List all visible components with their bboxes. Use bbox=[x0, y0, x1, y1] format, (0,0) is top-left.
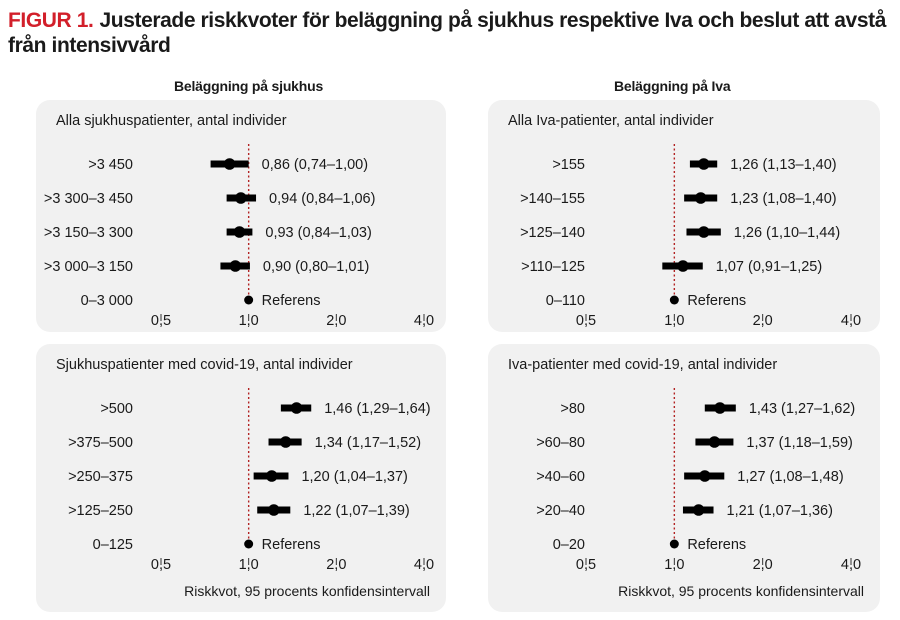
row-label: >20–40 bbox=[536, 503, 585, 519]
row-label: >3 450 bbox=[88, 157, 133, 173]
hr-point bbox=[229, 260, 242, 272]
value-label: Referens bbox=[262, 293, 321, 309]
value-label: 0,90 (0,80–1,01) bbox=[263, 259, 369, 275]
x-tick-label: 0,5 bbox=[576, 557, 596, 573]
forest-plot-icu-covid: Iva-patienter med covid-19, antal indivi… bbox=[508, 357, 864, 599]
value-label: 1,46 (1,29–1,64) bbox=[324, 401, 430, 417]
x-tick-label: 2,0 bbox=[326, 557, 346, 573]
column-title-right: Beläggning på Iva bbox=[614, 78, 731, 94]
row-label: >60–80 bbox=[536, 435, 585, 451]
value-label: 1,22 (1,07–1,39) bbox=[303, 503, 409, 519]
hr-point bbox=[244, 295, 254, 305]
hr-point bbox=[697, 226, 710, 238]
value-label: 1,26 (1,10–1,44) bbox=[734, 225, 840, 241]
hr-point bbox=[223, 158, 236, 170]
column-title-left: Beläggning på sjukhus bbox=[174, 78, 324, 94]
x-tick-label: 4,0 bbox=[841, 557, 861, 573]
value-label: Referens bbox=[687, 293, 746, 309]
hr-point bbox=[233, 226, 246, 238]
x-tick-label: 0,5 bbox=[151, 313, 171, 329]
value-label: 1,07 (0,91–1,25) bbox=[716, 259, 822, 275]
forest-plot-hospital-all: Alla sjukhuspatienter, antal individer >3… bbox=[44, 113, 434, 329]
row-label: >125–140 bbox=[520, 225, 585, 241]
row-label: 0–3 000 bbox=[81, 293, 133, 309]
hr-point bbox=[698, 470, 711, 482]
value-label: 1,20 (1,04–1,37) bbox=[301, 469, 407, 485]
row-label: >80 bbox=[560, 401, 585, 417]
x-tick-label: 2,0 bbox=[753, 313, 773, 329]
hr-point bbox=[290, 402, 303, 414]
row-label: >140–155 bbox=[520, 191, 585, 207]
value-label: Referens bbox=[262, 537, 321, 553]
value-label: 1,27 (1,08–1,48) bbox=[737, 469, 843, 485]
row-label: 0–20 bbox=[553, 537, 585, 553]
row-label: 0–110 bbox=[546, 293, 585, 309]
forest-plot-hospital-covid: Sjukhuspatienter med covid-19, antal ind… bbox=[56, 357, 434, 599]
panel-title: Alla sjukhuspatienter, antal individer bbox=[56, 113, 287, 129]
forest-plot-icu-all: Alla Iva-patienter, antal individer >155 1… bbox=[508, 113, 861, 329]
hr-point bbox=[268, 504, 280, 516]
x-tick-label: 0,5 bbox=[576, 313, 596, 329]
hr-point bbox=[714, 402, 726, 414]
panel-title: Sjukhuspatienter med covid-19, antal ind… bbox=[56, 357, 353, 373]
figure-label: FIGUR 1. bbox=[8, 9, 94, 32]
x-tick-label: 2,0 bbox=[753, 557, 773, 573]
row-label: >375–500 bbox=[68, 435, 133, 451]
value-label: 0,86 (0,74–1,00) bbox=[262, 157, 368, 173]
panel-title: Alla Iva-patienter, antal individer bbox=[508, 113, 714, 129]
x-axis-label: Riskkvot, 95 procents konfidensintervall bbox=[184, 583, 430, 599]
panel-hospital-all: Alla sjukhuspatienter, antal individer >3… bbox=[36, 100, 446, 332]
value-label: 1,23 (1,08–1,40) bbox=[730, 191, 836, 207]
value-label: 0,94 (0,84–1,06) bbox=[269, 191, 375, 207]
hr-point bbox=[697, 158, 710, 170]
x-tick-label: 0,5 bbox=[151, 557, 171, 573]
value-label: 1,43 (1,27–1,62) bbox=[749, 401, 855, 417]
row-label: >3 300–3 450 bbox=[44, 191, 133, 207]
hr-point bbox=[235, 192, 247, 204]
figure-header: FIGUR 1. Justerade riskkvoter för beläggn… bbox=[8, 8, 892, 58]
panel-icu-covid: Iva-patienter med covid-19, antal indivi… bbox=[488, 344, 880, 612]
row-label: >3 000–3 150 bbox=[44, 259, 133, 275]
hr-point bbox=[265, 470, 278, 482]
row-label: >3 150–3 300 bbox=[44, 225, 133, 241]
value-label: Referens bbox=[687, 537, 746, 553]
value-label: 1,26 (1,13–1,40) bbox=[730, 157, 836, 173]
x-tick-label: 1,0 bbox=[239, 557, 259, 573]
row-label: 0–125 bbox=[93, 537, 133, 553]
panel-hospital-covid: Sjukhuspatienter med covid-19, antal ind… bbox=[36, 344, 446, 612]
value-label: 1,34 (1,17–1,52) bbox=[315, 435, 421, 451]
panel-title: Iva-patienter med covid-19, antal indivi… bbox=[508, 357, 777, 373]
hr-point bbox=[244, 539, 254, 549]
row-label: >125–250 bbox=[68, 503, 133, 519]
x-tick-label: 4,0 bbox=[414, 313, 434, 329]
hr-point bbox=[669, 539, 679, 549]
panel-icu-all: Alla Iva-patienter, antal individer >155 1… bbox=[488, 100, 880, 332]
value-label: 0,93 (0,84–1,03) bbox=[265, 225, 371, 241]
hr-point bbox=[279, 436, 292, 448]
row-label: >500 bbox=[100, 401, 133, 417]
x-tick-label: 1,0 bbox=[664, 557, 684, 573]
x-tick-label: 1,0 bbox=[664, 313, 684, 329]
hr-point bbox=[677, 260, 689, 272]
row-label: >250–375 bbox=[68, 469, 133, 485]
row-label: >155 bbox=[552, 157, 585, 173]
row-label: >110–125 bbox=[521, 259, 585, 275]
x-tick-label: 4,0 bbox=[414, 557, 434, 573]
x-tick-label: 4,0 bbox=[841, 313, 861, 329]
value-label: 1,37 (1,18–1,59) bbox=[746, 435, 852, 451]
hr-point bbox=[692, 504, 705, 516]
x-axis-label: Riskkvot, 95 procents konfidensintervall bbox=[618, 583, 864, 599]
hr-point bbox=[708, 436, 721, 448]
value-label: 1,21 (1,07–1,36) bbox=[727, 503, 833, 519]
hr-point bbox=[694, 192, 707, 204]
x-tick-label: 2,0 bbox=[326, 313, 346, 329]
figure-title: Justerade riskkvoter för beläggning på s… bbox=[8, 9, 886, 57]
x-tick-label: 1,0 bbox=[239, 313, 259, 329]
hr-point bbox=[669, 295, 679, 305]
row-label: >40–60 bbox=[536, 469, 585, 485]
